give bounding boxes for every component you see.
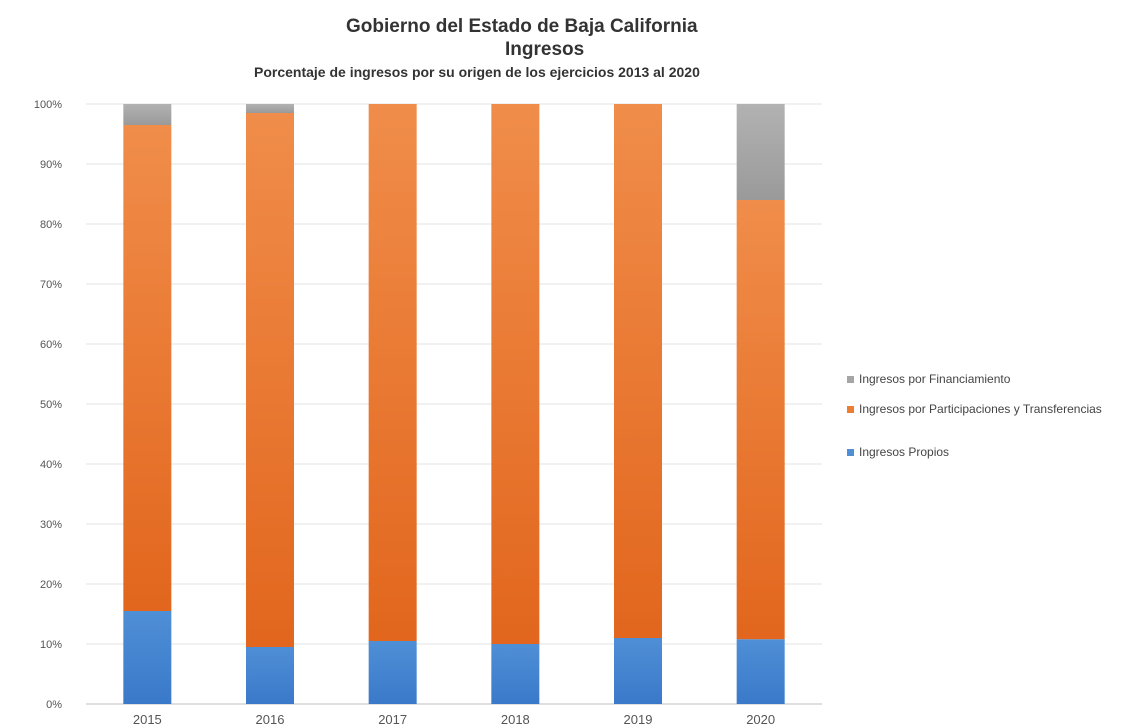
x-tick-label: 2019 [624, 712, 653, 727]
bar-segment-participaciones-2020 [736, 200, 785, 640]
bar-segment-propios-2019 [614, 638, 662, 704]
legend-label-participaciones: Ingresos por Participaciones y Transfere… [859, 402, 1102, 416]
legend-item-propios: Ingresos Propios [847, 445, 1111, 459]
y-tick-label: 50% [40, 399, 62, 411]
bar-segment-participaciones-2019 [614, 104, 662, 638]
bar-segment-propios-2015 [123, 611, 172, 704]
bar-segment-propios-2018 [491, 644, 540, 704]
y-tick-label: 30% [40, 519, 62, 531]
chart-title-secondary: Ingresos [505, 39, 585, 60]
bar-segment-participaciones-2016 [246, 113, 294, 647]
bar-segment-financiamiento-2020 [736, 104, 785, 200]
bar-segment-participaciones-2018 [491, 104, 540, 644]
legend-label-financiamiento: Ingresos por Financiamiento [859, 372, 1011, 386]
bar-segment-participaciones-2015 [123, 125, 172, 611]
bar-segment-propios-2016 [246, 647, 294, 704]
y-tick-label: 0% [46, 699, 62, 711]
legend-swatch-propios [847, 449, 854, 456]
legend-swatch-participaciones [847, 406, 854, 413]
bar-segment-propios-2017 [368, 641, 417, 704]
legend-label-propios: Ingresos Propios [859, 445, 950, 459]
x-tick-label: 2015 [133, 712, 162, 727]
y-tick-label: 10% [40, 639, 62, 651]
x-tick-label: 2017 [378, 712, 407, 727]
x-tick-label: 2020 [746, 712, 775, 727]
y-tick-label: 70% [40, 279, 62, 291]
bar-segment-financiamiento-2015 [123, 104, 172, 125]
legend-swatch-financiamiento [847, 376, 854, 383]
chart-subtitle: Porcentaje de ingresos por su origen de … [254, 64, 700, 80]
y-tick-label: 40% [40, 459, 62, 471]
bar-segment-financiamiento-2016 [246, 104, 294, 113]
x-tick-label: 2016 [256, 712, 285, 727]
y-tick-label: 100% [34, 99, 62, 111]
y-tick-label: 90% [40, 159, 62, 171]
chart-title: Gobierno del Estado de Baja California [346, 16, 698, 37]
y-tick-label: 20% [40, 579, 62, 591]
legend-item-financiamiento: Ingresos por Financiamiento [847, 372, 1111, 386]
y-tick-label: 60% [40, 339, 62, 351]
x-tick-label: 2018 [501, 712, 530, 727]
bar-segment-propios-2020 [736, 639, 785, 704]
bar-segment-participaciones-2017 [368, 104, 417, 641]
legend-item-participaciones: Ingresos por Participaciones y Transfere… [847, 402, 1111, 416]
y-tick-label: 80% [40, 219, 62, 231]
